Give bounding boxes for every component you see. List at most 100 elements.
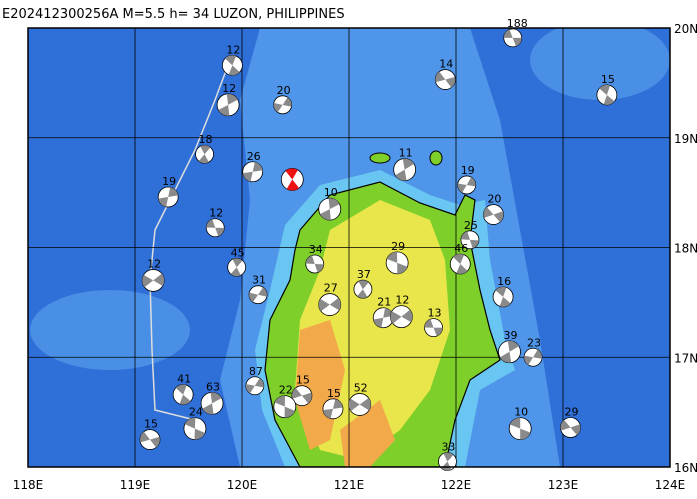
depth-label: 10 bbox=[324, 186, 338, 199]
beachball-quadrant bbox=[249, 292, 259, 303]
beachball-quadrant bbox=[301, 392, 312, 404]
beachball-quadrant bbox=[198, 154, 209, 164]
lon-tick-label: 119E bbox=[120, 478, 151, 492]
beachball-quadrant bbox=[357, 289, 368, 299]
beachball-quadrant bbox=[402, 158, 415, 170]
mountain bbox=[340, 400, 395, 467]
beachball-quadrant bbox=[493, 211, 504, 223]
beachball-quadrant bbox=[228, 65, 240, 76]
lon-tick-label: 124E bbox=[655, 478, 686, 492]
beachball bbox=[200, 391, 224, 415]
beachball-quadrant bbox=[456, 263, 468, 274]
beachball bbox=[141, 269, 165, 292]
depth-label: 29 bbox=[564, 405, 578, 418]
beachball bbox=[460, 230, 480, 250]
beachball-quadrant bbox=[570, 424, 581, 436]
lon-tick-label: 120E bbox=[227, 478, 258, 492]
beachball bbox=[449, 253, 471, 275]
depth-label: 26 bbox=[247, 150, 261, 163]
island bbox=[429, 150, 443, 166]
beachball bbox=[291, 385, 313, 407]
beachball-quadrant bbox=[142, 274, 154, 288]
beachball-quadrant bbox=[194, 428, 206, 440]
depth-label: 20 bbox=[277, 84, 291, 97]
depth-label: 45 bbox=[231, 246, 245, 259]
lon-tick-label: 123E bbox=[548, 478, 579, 492]
beachball-quadrant bbox=[358, 280, 369, 290]
beachball-quadrant bbox=[359, 397, 371, 411]
lat-tick-label: 17N bbox=[674, 351, 697, 365]
beachball-quadrant bbox=[328, 198, 340, 210]
beachball-quadrant bbox=[483, 207, 494, 218]
beachball-quadrant bbox=[184, 417, 196, 429]
lat-tick-label: 18N bbox=[674, 242, 697, 256]
beachball bbox=[393, 158, 417, 181]
beachball-quadrant bbox=[560, 419, 571, 431]
beachball-quadrant bbox=[242, 171, 253, 182]
depth-label: 87 bbox=[249, 365, 263, 378]
beachball-quadrant bbox=[386, 251, 398, 263]
boundary-line bbox=[149, 59, 231, 421]
depth-label: 29 bbox=[391, 240, 405, 253]
beachball-quadrant bbox=[274, 395, 286, 407]
beachball-quadrant bbox=[273, 102, 283, 113]
beachball-quadrant bbox=[258, 287, 268, 297]
beachball-quadrant bbox=[206, 219, 216, 228]
beachball-quadrant bbox=[509, 417, 521, 429]
beachball-quadrant bbox=[175, 384, 187, 395]
depth-label: 33 bbox=[441, 441, 455, 454]
beachball bbox=[457, 175, 477, 195]
beachball bbox=[492, 286, 514, 308]
beachball-quadrant bbox=[282, 97, 292, 107]
beachball-quadrant bbox=[323, 408, 333, 419]
beachball-quadrant bbox=[348, 398, 360, 411]
beachball-quadrant bbox=[305, 255, 315, 264]
depth-label: 15 bbox=[296, 374, 310, 387]
beachball-quadrant bbox=[200, 145, 211, 155]
beachball bbox=[221, 54, 243, 76]
beachball bbox=[503, 28, 523, 48]
shelf bbox=[530, 28, 670, 100]
beachball bbox=[318, 293, 342, 316]
beachball-quadrant bbox=[314, 263, 324, 273]
depth-label: 34 bbox=[309, 243, 323, 256]
beachball-quadrant bbox=[445, 76, 456, 88]
beachball-quadrant bbox=[218, 104, 230, 116]
beachball-quadrant bbox=[395, 169, 407, 181]
beachball bbox=[385, 251, 409, 275]
beachball-quadrant bbox=[329, 297, 341, 311]
beachball-quadrant bbox=[469, 239, 479, 249]
depth-label: 12 bbox=[209, 207, 223, 220]
depth-label: 22 bbox=[279, 384, 293, 397]
beachball bbox=[195, 144, 214, 164]
island bbox=[369, 152, 391, 164]
beachball bbox=[322, 398, 344, 420]
beachball-quadrant bbox=[457, 183, 467, 193]
beachball-quadrant bbox=[254, 378, 264, 388]
depth-label: 12 bbox=[395, 294, 409, 307]
beachball-quadrant bbox=[435, 71, 446, 83]
beachball-quadrant bbox=[503, 29, 513, 38]
beachball-quadrant bbox=[226, 93, 238, 105]
beachball bbox=[560, 417, 581, 438]
depth-label: 52 bbox=[354, 381, 368, 394]
beachball bbox=[248, 285, 268, 305]
depth-label: 63 bbox=[206, 380, 220, 393]
beachball bbox=[318, 197, 342, 221]
depth-label: 188 bbox=[507, 17, 528, 30]
beachball bbox=[498, 340, 521, 364]
beachball-quadrant bbox=[533, 349, 543, 359]
depth-label: 11 bbox=[399, 147, 413, 160]
beachball-quadrant bbox=[286, 179, 300, 191]
map-frame bbox=[27, 27, 671, 468]
title: E202412300256A M=5.5 h= 34 LUZON, PHILIP… bbox=[2, 7, 345, 22]
lon-tick-label: 121E bbox=[334, 478, 365, 492]
beachball-quadrant bbox=[139, 431, 150, 443]
beachball bbox=[353, 279, 373, 299]
beachball-quadrant bbox=[318, 298, 330, 312]
depth-label: 10 bbox=[514, 406, 528, 419]
depth-label: 39 bbox=[504, 329, 518, 342]
beachball-quadrant bbox=[285, 168, 298, 180]
beachball-quadrant bbox=[460, 231, 470, 240]
